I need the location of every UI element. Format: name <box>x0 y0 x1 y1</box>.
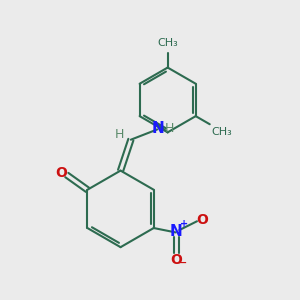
Text: H: H <box>165 122 174 135</box>
Text: O: O <box>56 166 68 180</box>
Text: O: O <box>170 253 182 266</box>
Text: H: H <box>115 128 124 141</box>
Text: CH₃: CH₃ <box>211 127 232 136</box>
Text: N: N <box>170 224 183 239</box>
Text: +: + <box>180 219 188 229</box>
Text: N: N <box>152 121 164 136</box>
Text: −: − <box>178 258 188 268</box>
Text: O: O <box>196 213 208 227</box>
Text: CH₃: CH₃ <box>157 38 178 47</box>
